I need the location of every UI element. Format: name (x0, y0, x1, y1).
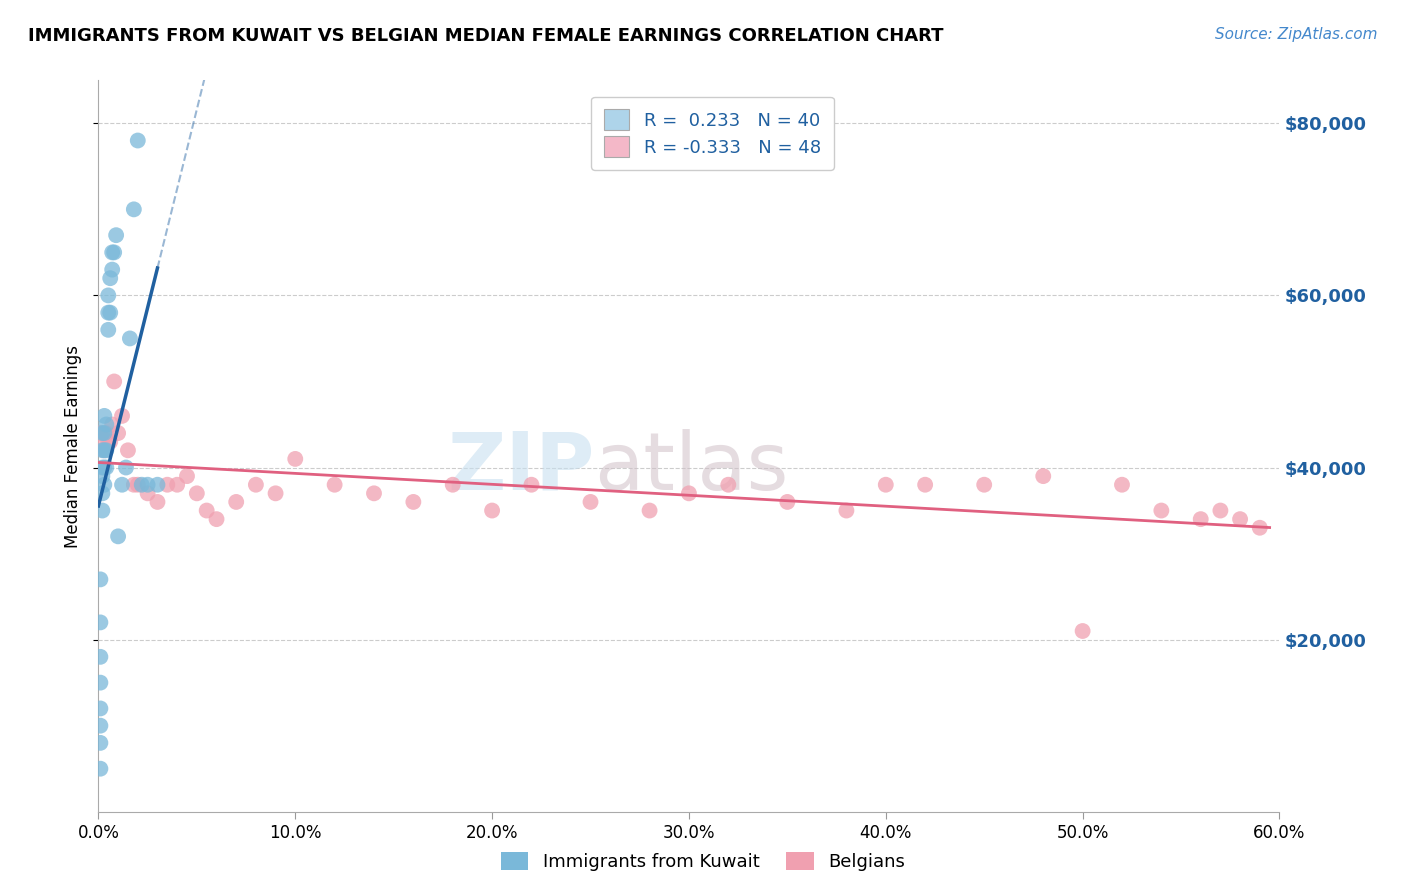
Point (363, 486, 385, 500)
Point (103, 375, 125, 389)
Point (579, 495, 602, 509)
Legend: R =  0.233   N = 40, R = -0.333   N = 48: R = 0.233 N = 40, R = -0.333 N = 48 (592, 96, 834, 170)
Point (93, 477, 115, 491)
Point (441, 477, 464, 491)
Point (146, 477, 169, 491)
Point (96, 417, 118, 432)
Point (117, 443, 139, 458)
Point (146, 495, 169, 509)
Point (101, 245, 124, 260)
Point (89, 762, 111, 776)
Text: Source: ZipAtlas.com: Source: ZipAtlas.com (1215, 27, 1378, 42)
Point (93, 443, 115, 458)
Point (93, 426, 115, 441)
Point (107, 529, 129, 543)
Point (91, 503, 114, 517)
Point (97, 434, 120, 449)
Point (93, 443, 115, 458)
Point (776, 495, 799, 509)
Point (96, 426, 118, 441)
Point (166, 477, 188, 491)
Point (115, 460, 138, 475)
Point (89, 573, 111, 587)
Point (245, 477, 267, 491)
Point (93, 460, 115, 475)
Point (91, 486, 114, 500)
Text: atlas: atlas (595, 429, 789, 507)
Point (91, 443, 114, 458)
Text: ZIP: ZIP (447, 429, 595, 507)
Point (111, 477, 134, 491)
Point (1229, 512, 1251, 526)
Point (225, 495, 247, 509)
Point (97, 305, 120, 319)
Point (97, 323, 120, 337)
Point (91, 426, 114, 441)
Point (101, 262, 124, 277)
Point (101, 417, 124, 432)
Point (156, 477, 179, 491)
Point (127, 134, 149, 148)
Point (93, 409, 115, 423)
Point (89, 719, 111, 733)
Point (131, 477, 153, 491)
Point (122, 477, 145, 491)
Point (205, 512, 228, 526)
Point (186, 486, 208, 500)
Point (176, 469, 198, 483)
Text: IMMIGRANTS FROM KUWAIT VS BELGIAN MEDIAN FEMALE EARNINGS CORRELATION CHART: IMMIGRANTS FROM KUWAIT VS BELGIAN MEDIAN… (28, 27, 943, 45)
Y-axis label: Median Female Earnings: Median Female Earnings (65, 344, 83, 548)
Point (89, 649, 111, 664)
Point (914, 477, 936, 491)
Point (107, 426, 129, 441)
Point (136, 486, 159, 500)
Point (118, 331, 141, 345)
Point (89, 675, 111, 690)
Point (89, 701, 111, 715)
Point (973, 477, 995, 491)
Point (96, 443, 118, 458)
Point (127, 477, 149, 491)
Point (98, 305, 121, 319)
Point (195, 503, 218, 517)
Point (264, 486, 287, 500)
Point (136, 477, 159, 491)
Point (103, 245, 125, 260)
Point (1032, 469, 1054, 483)
Point (96, 460, 118, 475)
Point (1249, 521, 1271, 535)
Point (122, 202, 145, 217)
Point (717, 477, 740, 491)
Point (835, 503, 858, 517)
Point (520, 477, 543, 491)
Point (284, 451, 307, 466)
Point (111, 409, 134, 423)
Point (1209, 503, 1232, 517)
Point (89, 426, 111, 441)
Point (98, 271, 121, 285)
Point (91, 434, 114, 449)
Point (481, 503, 503, 517)
Point (678, 486, 700, 500)
Point (875, 477, 897, 491)
Point (91, 469, 114, 483)
Point (89, 615, 111, 630)
Point (105, 228, 128, 243)
Point (1189, 512, 1212, 526)
Point (97, 288, 120, 302)
Point (402, 495, 425, 509)
Point (89, 736, 111, 750)
Point (1071, 624, 1094, 638)
Point (638, 503, 661, 517)
Point (98, 434, 121, 449)
Point (1150, 503, 1173, 517)
Point (1111, 477, 1133, 491)
Point (323, 477, 346, 491)
Point (91, 460, 114, 475)
Legend: Immigrants from Kuwait, Belgians: Immigrants from Kuwait, Belgians (494, 845, 912, 879)
